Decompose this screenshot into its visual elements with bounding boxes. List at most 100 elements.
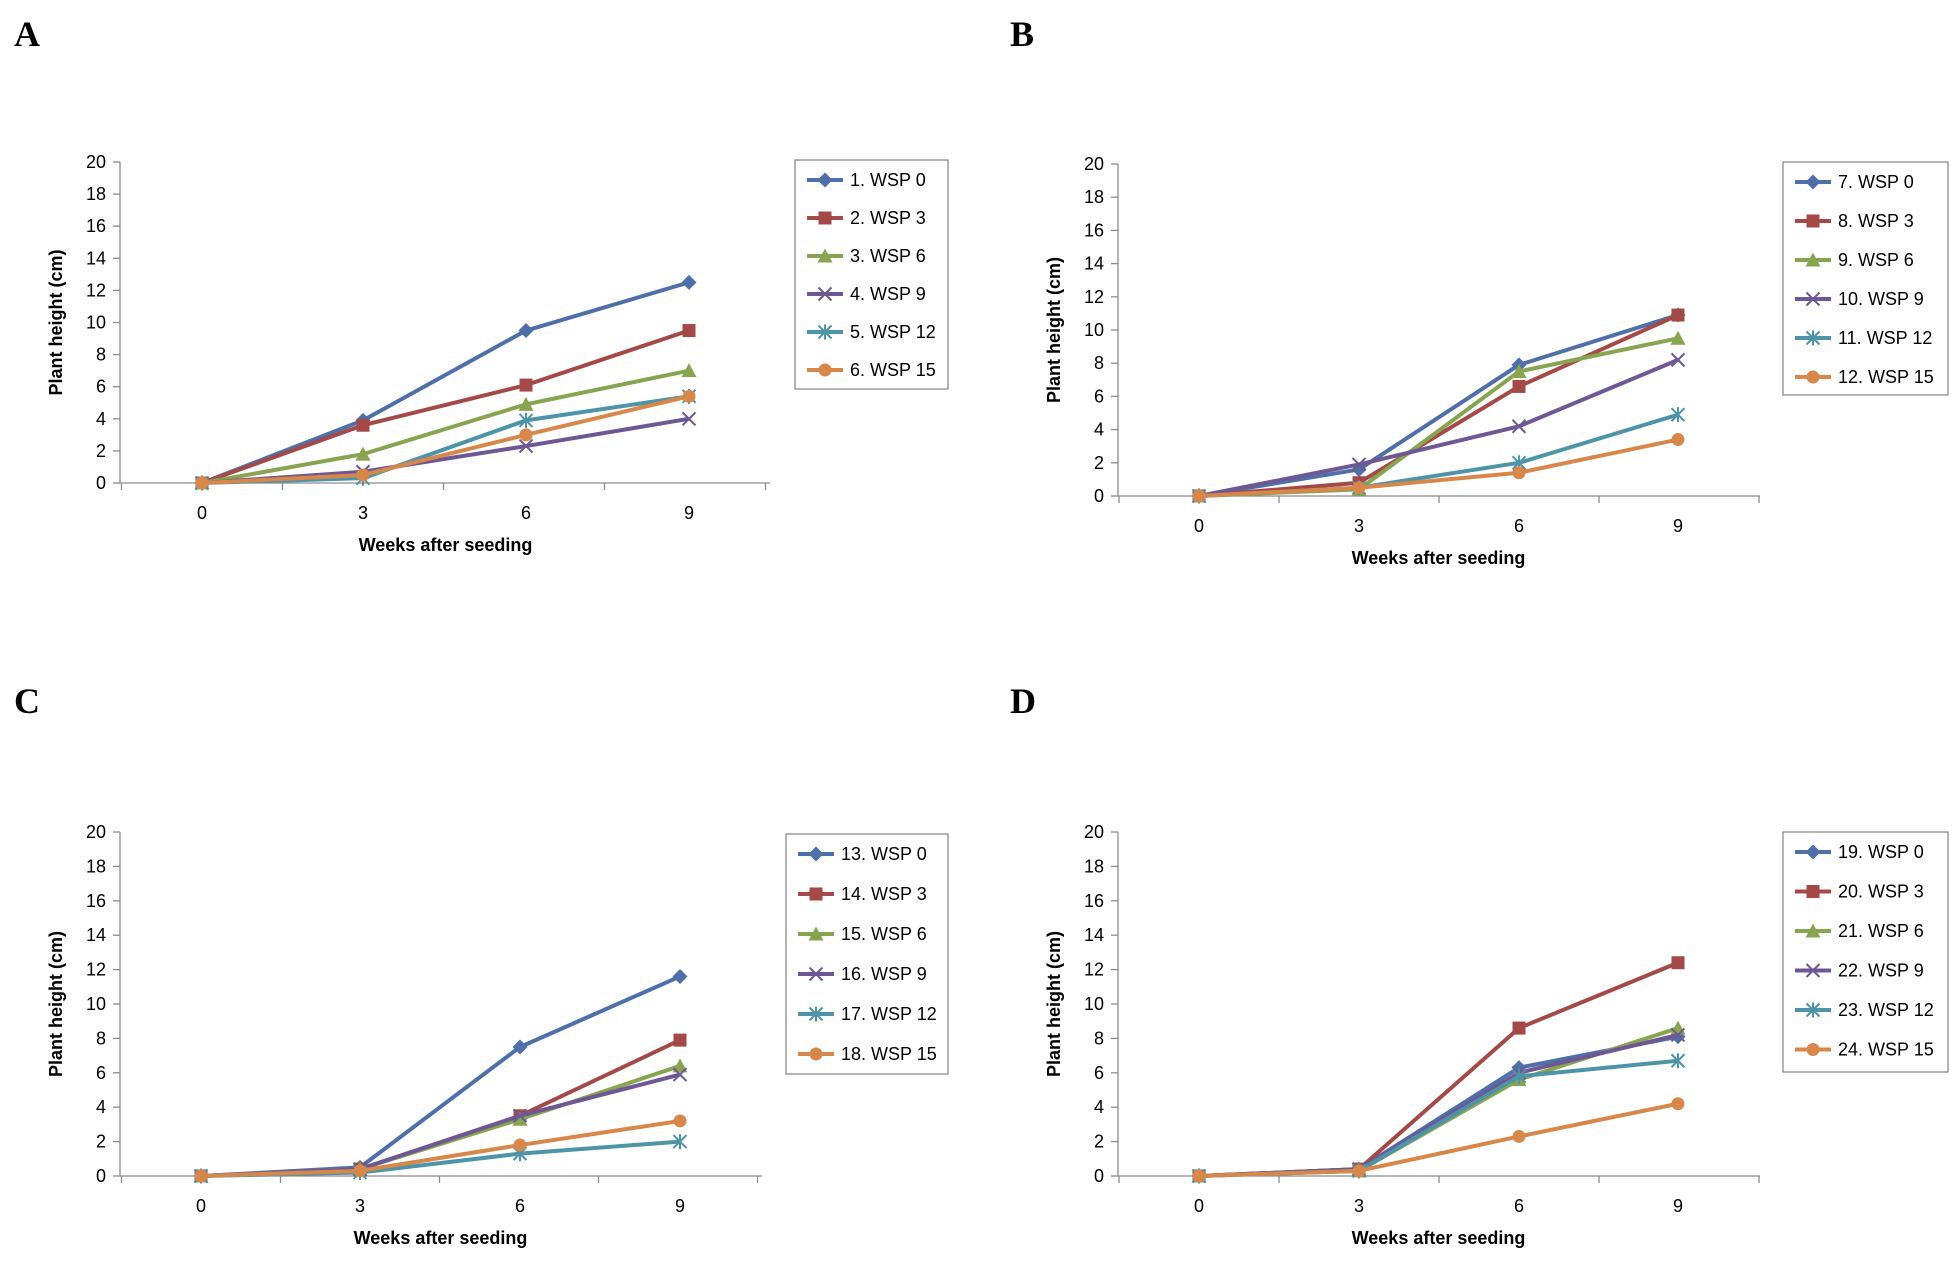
y-tick-label: 12 (1084, 287, 1104, 307)
y-tick-label: 6 (1094, 1063, 1104, 1083)
data-point (353, 1164, 367, 1178)
data-point (681, 363, 697, 378)
y-tick-label: 2 (96, 1132, 106, 1152)
y-tick-label: 2 (1094, 453, 1104, 473)
legend-marker (808, 966, 824, 982)
y-tick-label: 14 (1084, 925, 1104, 945)
series-22-wsp-9 (1191, 1027, 1686, 1184)
data-point (1670, 352, 1686, 368)
chart-panel-c: C 0 2 4 6 8 10 12 14 16 18 20 0 3 6 9 Weeks after seedin… (14, 681, 949, 1248)
x-tick-label: 6 (1514, 516, 1524, 536)
legend-marker (1806, 214, 1820, 228)
y-tick-label: 16 (1084, 891, 1104, 911)
y-tick-label: 20 (1084, 822, 1104, 842)
x-tick-label: 0 (196, 1196, 206, 1216)
y-tick-label: 12 (86, 280, 106, 300)
data-point (519, 428, 533, 442)
y-tick-label: 0 (1094, 1166, 1104, 1186)
data-point (513, 1138, 527, 1152)
legend-box (1782, 831, 1949, 1073)
legend: 1. WSP 0 2. WSP 3 3. WSP 6 4. WSP 9 5. WSP 1… (794, 159, 949, 390)
series-24-wsp-15 (1192, 1097, 1685, 1183)
legend-marker (1805, 963, 1821, 978)
x-tick-label: 9 (675, 1196, 685, 1216)
y-tick-label: 18 (86, 856, 106, 876)
legend-box (794, 159, 949, 390)
chart-panel-d: D 0 2 4 6 8 10 12 14 16 18 20 0 3 6 9 Weeks after seedin… (1010, 681, 1949, 1248)
legend-label: 22. WSP 9 (1838, 961, 1924, 981)
x-axis-title: Weeks after seeding (1352, 548, 1526, 568)
data-point (682, 324, 696, 338)
series-3-wsp-6 (194, 363, 697, 490)
series-line (1198, 313, 1679, 498)
y-tick-label: 16 (86, 216, 106, 236)
y-tick-label: 4 (1094, 420, 1104, 440)
series-line (1198, 358, 1679, 498)
y-axis-title: Plant height (cm) (1044, 257, 1064, 403)
legend-label: 9. WSP 6 (1838, 250, 1914, 270)
y-tick-label: 20 (86, 822, 106, 842)
data-point (1352, 1164, 1366, 1178)
data-point (1512, 466, 1526, 480)
legend-label: 12. WSP 15 (1838, 367, 1934, 387)
data-point (672, 1134, 688, 1150)
panel-label: C (14, 681, 40, 721)
x-tick-label: 0 (1194, 1196, 1204, 1216)
data-point (1670, 330, 1686, 345)
x-tick-label: 6 (521, 503, 531, 523)
data-point (1670, 1053, 1686, 1069)
y-tick-label: 8 (1094, 353, 1104, 373)
legend-label: 5. WSP 12 (850, 322, 936, 342)
legend: 7. WSP 0 8. WSP 3 9. WSP 6 10. WSP 9 11. WSP… (1782, 161, 1949, 396)
series-line (200, 1118, 681, 1178)
x-tick-label: 9 (684, 503, 694, 523)
data-point (1512, 379, 1526, 393)
y-tick-label: 10 (86, 313, 106, 333)
legend-marker (808, 926, 824, 941)
legend-marker (1805, 174, 1821, 190)
legend-marker (818, 363, 832, 377)
y-tick-label: 18 (1084, 856, 1104, 876)
data-point (518, 438, 534, 454)
legend-marker (818, 211, 832, 225)
y-tick-label: 8 (96, 345, 106, 365)
y-tick-label: 16 (1084, 220, 1104, 240)
x-axis-title: Weeks after seeding (359, 535, 533, 555)
series-13-wsp-0 (193, 968, 688, 1184)
series-line (1198, 1101, 1679, 1178)
data-point (1351, 457, 1367, 472)
series-line (201, 368, 690, 485)
legend-label: 19. WSP 0 (1838, 842, 1924, 862)
legend-marker (817, 286, 833, 302)
legend-label: 2. WSP 3 (850, 208, 926, 228)
x-tick-label: 9 (1673, 516, 1683, 536)
series-line (201, 328, 690, 485)
legend-label: 7. WSP 0 (1838, 172, 1914, 192)
y-tick-label: 8 (1094, 1028, 1104, 1048)
data-point (1671, 308, 1685, 322)
data-point (1671, 956, 1685, 970)
data-point (1671, 1097, 1685, 1111)
data-point (519, 378, 533, 392)
legend-label: 23. WSP 12 (1838, 1000, 1934, 1020)
series-line (1198, 313, 1679, 498)
legend-label: 14. WSP 3 (841, 884, 927, 904)
y-tick-label: 18 (1084, 187, 1104, 207)
legend-label: 21. WSP 6 (1838, 921, 1924, 941)
y-tick-label: 20 (86, 152, 106, 172)
data-point (194, 1169, 208, 1183)
legend-label: 10. WSP 9 (1838, 289, 1924, 309)
y-tick-label: 18 (86, 184, 106, 204)
data-point (518, 396, 534, 411)
legend: 13. WSP 0 14. WSP 3 15. WSP 6 16. WSP 9 17. … (785, 833, 949, 1075)
series-2-wsp-3 (195, 324, 696, 490)
y-tick-label: 4 (1094, 1097, 1104, 1117)
x-tick-label: 3 (358, 503, 368, 523)
legend-label: 24. WSP 15 (1838, 1040, 1934, 1060)
series-16-wsp-9 (193, 1067, 688, 1184)
x-tick-label: 3 (1354, 1196, 1364, 1216)
data-point (1512, 1021, 1526, 1035)
series-12-wsp-15 (1192, 433, 1685, 503)
y-tick-label: 0 (96, 473, 106, 493)
